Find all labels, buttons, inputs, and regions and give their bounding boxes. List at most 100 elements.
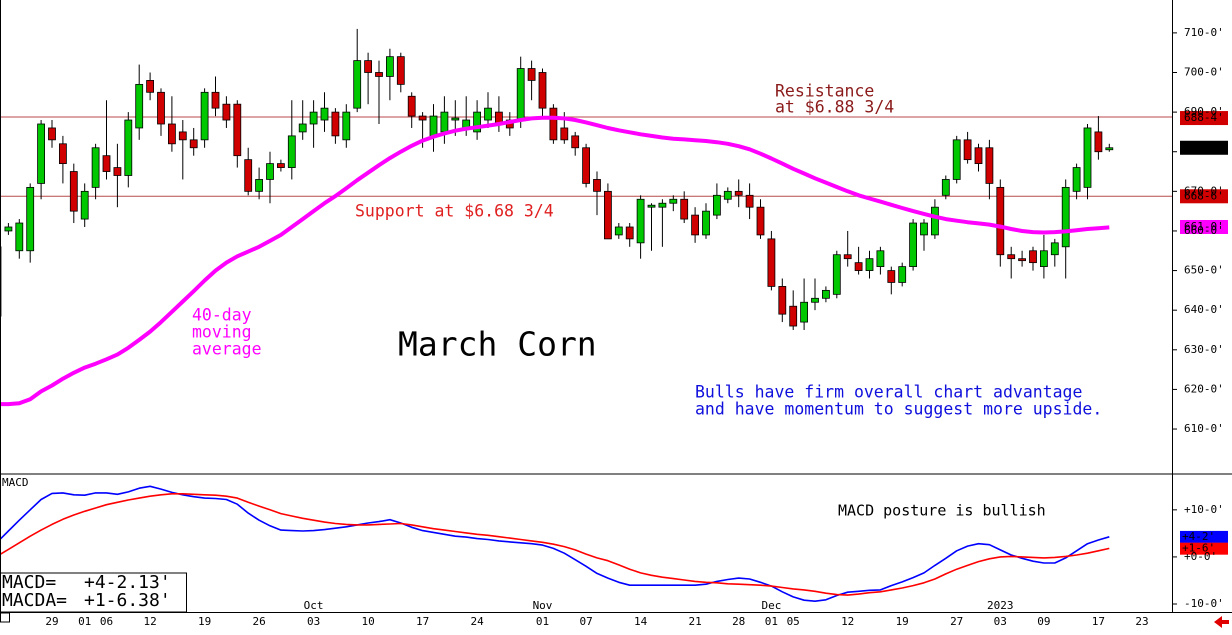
candle-body xyxy=(331,111,340,137)
candle-body xyxy=(876,250,885,268)
x-tick-label: 12 xyxy=(143,615,156,628)
price-label-box xyxy=(1180,111,1228,126)
x-tick-label: 19 xyxy=(198,615,211,628)
annotation: and have momentum to suggest more upside… xyxy=(695,400,1102,419)
scroll-arrow[interactable] xyxy=(1214,616,1229,628)
x-tick-label: 17 xyxy=(416,615,429,628)
x-tick-label: 14 xyxy=(634,615,648,628)
macd-line xyxy=(0,485,1110,602)
candle-body xyxy=(636,198,645,244)
candle-body xyxy=(59,143,67,165)
candle-body xyxy=(189,139,198,149)
candle-body xyxy=(276,163,285,168)
candle-body xyxy=(37,123,45,184)
candle-body xyxy=(527,68,536,81)
macd-title: MACD xyxy=(2,476,29,489)
candle-body xyxy=(4,226,13,232)
candle-body xyxy=(484,107,492,121)
candle-body xyxy=(451,117,460,121)
candle-body xyxy=(1007,254,1016,260)
price-label-box xyxy=(1180,140,1228,155)
candle-body xyxy=(854,262,863,271)
x-tick-label: 03 xyxy=(994,615,1007,628)
candle-body xyxy=(375,72,383,77)
y-tick-label: 680-0' xyxy=(1184,145,1224,158)
candle-body xyxy=(865,258,874,271)
candle-body xyxy=(266,163,274,180)
candle-body xyxy=(996,186,1005,256)
macd-value: +1-6.38' xyxy=(84,590,171,611)
candle-body xyxy=(429,115,438,137)
x-tick-label: 29 xyxy=(45,615,58,628)
macd-label: +1-6' xyxy=(1182,542,1215,555)
x-tick-label: 17 xyxy=(1092,615,1105,628)
macd-value-name: MACD= xyxy=(2,572,56,593)
candle-body xyxy=(1105,147,1114,151)
candle-body xyxy=(178,131,187,141)
y-tick-label: -10-0' xyxy=(1184,597,1224,610)
candle-body xyxy=(353,60,362,109)
macd-value-box xyxy=(0,572,187,613)
y-tick-label: 660-0' xyxy=(1184,224,1224,237)
price-label: 661-0' xyxy=(1184,220,1224,233)
candle-body xyxy=(102,155,111,172)
candle-body xyxy=(985,147,994,184)
candle-body xyxy=(604,190,612,240)
candle-body xyxy=(320,107,329,121)
candle-body xyxy=(538,72,547,109)
candle-body xyxy=(364,60,373,73)
candle-body xyxy=(713,194,721,216)
candle-body xyxy=(1018,258,1026,262)
x-tick-label: 12 xyxy=(841,615,854,628)
candle-body xyxy=(113,167,122,176)
price-label-box xyxy=(1180,189,1228,204)
x-tick-label: 23 xyxy=(1135,615,1148,628)
annotation: Bulls have firm overall chart advantage xyxy=(695,383,1082,402)
candle-body xyxy=(15,222,24,252)
price-label: 681-0' xyxy=(1184,141,1224,154)
candle-body xyxy=(909,222,917,268)
price-label: 688-4' xyxy=(1184,111,1224,124)
candle-body xyxy=(91,147,100,188)
candle-body xyxy=(941,179,950,196)
candle-body xyxy=(48,127,56,141)
candle-body xyxy=(233,103,242,157)
y-tick-label: +10-0' xyxy=(1184,503,1224,516)
candle-body xyxy=(887,270,896,283)
price-label: 668-6' xyxy=(1184,189,1224,202)
candle-body xyxy=(244,159,253,192)
candle-body xyxy=(800,301,808,323)
candle-body xyxy=(440,111,449,133)
candle-body xyxy=(560,127,569,141)
candle-body xyxy=(80,190,89,220)
candle-body xyxy=(309,111,318,125)
plot-layer xyxy=(0,28,1228,605)
candle-body xyxy=(407,95,416,117)
macd-annotation: MACD posture is bullish xyxy=(838,502,1046,520)
candle-body xyxy=(778,286,787,315)
candle-body xyxy=(843,254,852,260)
candle-body xyxy=(931,206,939,236)
x-tick-label: 26 xyxy=(252,615,265,628)
candle-body xyxy=(898,266,907,283)
candle-body xyxy=(1029,250,1037,264)
candle-body xyxy=(287,135,296,168)
candle-body xyxy=(625,226,634,240)
candle-body xyxy=(342,111,351,141)
price-label-box xyxy=(1180,219,1228,234)
corner-box xyxy=(0,612,10,623)
y-tick-label: 620-0' xyxy=(1184,382,1224,395)
x-tick-label: 07 xyxy=(579,615,592,628)
x-tick-label: 21 xyxy=(688,615,701,628)
macd-value-name: MACDA= xyxy=(2,590,67,611)
candle-body xyxy=(734,190,743,196)
candle-body xyxy=(963,139,972,161)
candle-body xyxy=(680,198,689,220)
candle-body xyxy=(920,222,928,236)
macd-label: +4-2' xyxy=(1182,530,1215,543)
moving-average-line xyxy=(0,115,1110,407)
candle-body xyxy=(135,83,144,129)
candle-body xyxy=(396,56,405,85)
y-tick-label: 640-0' xyxy=(1184,303,1224,316)
